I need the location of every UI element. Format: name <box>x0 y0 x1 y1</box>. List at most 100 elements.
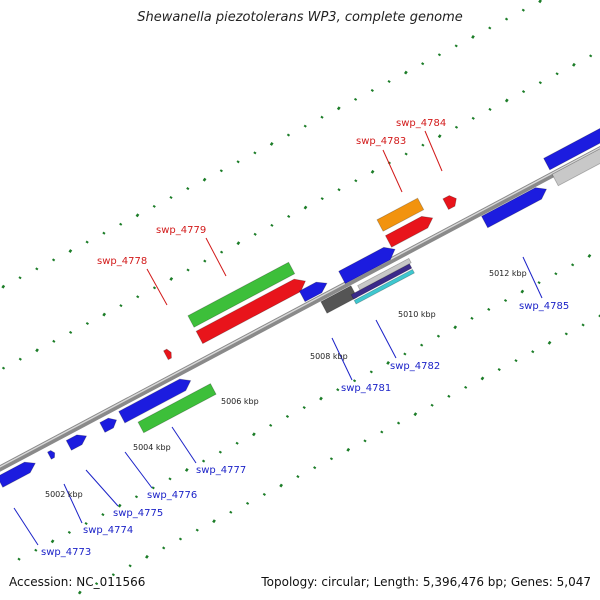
track-tick <box>1 284 6 289</box>
gene-feature <box>543 127 600 171</box>
track-tick <box>178 537 183 541</box>
track-tick <box>380 430 384 434</box>
gene-label-leader <box>124 451 153 489</box>
gene-feature <box>481 187 548 229</box>
gene-feature <box>338 246 396 285</box>
gene-feature <box>137 383 217 434</box>
track-tick <box>286 133 291 137</box>
gene-label-leader <box>375 319 397 359</box>
track-tick <box>503 298 508 303</box>
track-tick <box>572 62 576 67</box>
gene-feature <box>99 417 118 433</box>
track-tick <box>504 98 509 103</box>
gene-label-leader <box>13 507 39 546</box>
track-tick <box>169 276 174 281</box>
gene-label-leader <box>382 149 403 193</box>
track-tick <box>134 495 139 499</box>
track-tick <box>346 447 351 452</box>
track-tick <box>404 152 408 156</box>
gene-label: swp_4782 <box>390 361 440 372</box>
gene-feature <box>65 434 88 451</box>
gene-label-leader <box>146 268 168 306</box>
track-tick <box>162 546 166 550</box>
track-tick <box>94 582 99 586</box>
track-tick <box>437 53 442 57</box>
track-tick <box>35 267 39 271</box>
track-tick <box>430 403 434 407</box>
track-tick <box>135 213 140 218</box>
scale-label: 5004 kbp <box>133 443 171 452</box>
track-tick <box>1 366 6 370</box>
gene-label: swp_4784 <box>396 118 446 129</box>
scale-label: 5010 kbp <box>398 310 436 319</box>
track-tick <box>119 304 123 308</box>
track-tick <box>77 590 82 595</box>
track-tick <box>50 539 55 544</box>
track-tick <box>169 195 173 200</box>
track-tick <box>436 334 441 338</box>
track-tick <box>102 312 107 317</box>
track-tick <box>69 330 73 334</box>
scale-label: 5012 kbp <box>489 269 527 278</box>
genome-title: Shewanella piezotolerans WP3, complete g… <box>137 10 463 25</box>
track-tick <box>521 8 525 12</box>
track-tick <box>203 259 207 263</box>
track-tick <box>84 521 88 526</box>
track-tick <box>547 340 552 345</box>
track-tick <box>51 258 56 262</box>
track-tick <box>68 249 73 253</box>
track-tick <box>337 188 341 192</box>
gene-label: swp_4778 <box>97 256 147 267</box>
track-tick <box>587 253 592 258</box>
track-tick <box>447 394 451 398</box>
track-tick <box>245 501 250 505</box>
gene-feature <box>551 148 600 187</box>
track-tick <box>537 281 541 285</box>
genome-summary-text: Topology: circular; Length: 5,396,476 bp… <box>261 575 591 589</box>
track-tick <box>453 325 458 330</box>
gene-feature <box>376 197 425 232</box>
track-tick <box>202 177 207 182</box>
track-tick <box>212 519 216 524</box>
track-tick <box>403 352 407 356</box>
gene-label: swp_4776 <box>147 490 197 501</box>
track-tick <box>413 412 418 417</box>
track-tick <box>18 357 22 361</box>
gene-label: swp_4775 <box>113 508 163 519</box>
track-tick <box>85 240 89 244</box>
scale-layer: 5002 kbp 5004 kbp 5006 kbp 5008 kbp 5010 kbp… <box>45 269 527 499</box>
gene-label: swp_4777 <box>196 465 246 476</box>
track-tick <box>119 222 123 226</box>
track-tick <box>269 142 274 146</box>
gene-label-leader <box>331 337 353 381</box>
track-tick <box>102 231 106 235</box>
feature-layer <box>0 127 600 488</box>
track-tick <box>581 323 585 327</box>
track-tick <box>369 370 373 374</box>
track-tick <box>363 439 367 443</box>
track-tick <box>151 486 155 490</box>
track-tick <box>464 385 468 389</box>
track-tick <box>488 26 492 30</box>
track-tick <box>480 376 485 381</box>
track-tick <box>454 44 458 48</box>
track-tick <box>52 339 56 343</box>
track-tick <box>201 459 206 463</box>
track-tick <box>235 441 239 445</box>
track-tick <box>589 54 593 58</box>
track-tick <box>421 62 425 66</box>
track-tick <box>279 483 284 488</box>
track-tick <box>554 272 558 276</box>
track-tick <box>34 548 38 552</box>
track-tick <box>303 124 307 128</box>
gene-label-leader <box>424 130 443 172</box>
track-tick <box>471 34 475 39</box>
track-tick <box>302 406 306 410</box>
label-layer: swp_4773 swp_4774 swp_4775 swp_4776 swp_4777… <box>13 118 569 558</box>
gene-feature <box>298 281 328 303</box>
gene-label-leader <box>171 426 197 464</box>
track-tick <box>319 396 323 401</box>
scale-label: 5008 kbp <box>310 352 348 361</box>
track-tick <box>437 134 442 139</box>
